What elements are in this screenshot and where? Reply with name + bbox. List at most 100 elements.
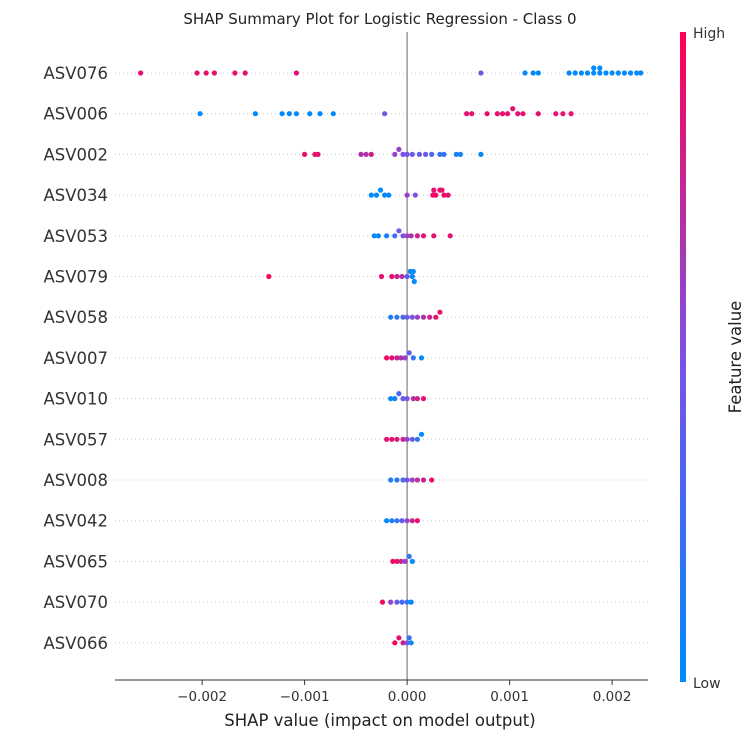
x-tick-label: −0.002 (177, 689, 227, 705)
shap-point (396, 635, 402, 641)
feature-label: ASV008 (43, 471, 108, 490)
shap-point (389, 518, 395, 524)
shap-point (578, 70, 585, 76)
shap-point (408, 599, 414, 605)
shap-point (431, 233, 437, 239)
shap-point (414, 314, 420, 320)
shap-point (399, 273, 405, 280)
shap-point (396, 391, 402, 397)
shap-point (279, 111, 285, 117)
x-tick-label: −0.001 (280, 689, 330, 705)
shap-point (400, 396, 406, 402)
shap-point (433, 314, 439, 320)
colorbar: High Low Feature value (680, 26, 745, 692)
shap-point (389, 436, 395, 442)
shap-point (382, 192, 388, 198)
shap-point (520, 111, 526, 117)
shap-point (388, 599, 394, 605)
shap-points (138, 65, 644, 646)
shap-point (394, 355, 400, 361)
shap-point (368, 151, 374, 157)
shap-point (408, 640, 414, 646)
shap-point (203, 70, 209, 76)
shap-point (266, 273, 272, 280)
shap-point (530, 70, 536, 76)
shap-point (330, 111, 336, 117)
shap-point (377, 187, 384, 193)
shap-point (388, 396, 394, 402)
shap-point (591, 70, 597, 76)
shap-point (394, 436, 400, 442)
shap-point (211, 70, 217, 76)
shap-point (414, 518, 420, 524)
shap-point (409, 558, 415, 565)
shap-point (409, 518, 415, 524)
shap-point (410, 396, 416, 402)
shap-point (566, 70, 572, 76)
shap-point (302, 151, 308, 157)
shap-point (371, 233, 377, 239)
colorbar-high-label: High (693, 26, 725, 42)
shap-point (404, 396, 410, 402)
shap-point (553, 111, 559, 117)
feature-label: ASV010 (43, 390, 108, 409)
shap-point (406, 350, 412, 356)
shap-point (197, 111, 203, 117)
shap-point (378, 273, 385, 280)
feature-label: ASV007 (43, 349, 108, 368)
shap-point (394, 273, 400, 280)
shap-point (469, 111, 475, 117)
feature-label: ASV006 (43, 105, 108, 124)
shap-point (242, 70, 248, 76)
shap-point (409, 151, 415, 157)
shap-point (414, 436, 420, 442)
shap-point (453, 151, 459, 157)
shap-point (392, 233, 398, 239)
shap-point (457, 151, 463, 157)
shap-point (400, 233, 406, 239)
shap-point (411, 278, 417, 285)
shap-point (429, 477, 435, 483)
shap-point (317, 111, 323, 117)
feature-label: ASV034 (43, 186, 108, 205)
shap-point (363, 151, 369, 157)
shap-point (441, 192, 447, 198)
shap-point (510, 106, 516, 112)
shap-point (433, 192, 439, 198)
feature-rows: ASV076 ASV006 ASV002 ASV034 ASV053 ASV079 ASV0… (43, 64, 648, 653)
shap-point (394, 518, 400, 524)
feature-label: ASV079 (43, 268, 108, 287)
shap-point (368, 192, 374, 198)
shap-point (394, 558, 400, 565)
shap-point (286, 111, 292, 117)
chart-title: SHAP Summary Plot for Logistic Regressio… (183, 10, 576, 28)
shap-point (445, 192, 451, 198)
shap-point (638, 70, 644, 76)
shap-point (535, 111, 541, 117)
shap-point (389, 355, 395, 361)
shap-point (399, 599, 405, 605)
shap-point (394, 599, 400, 605)
shap-point (384, 518, 390, 524)
shap-point (396, 228, 402, 234)
shap-point (621, 70, 628, 76)
shap-point (447, 233, 453, 239)
x-tick-label: 0.000 (388, 689, 427, 705)
shap-point (399, 518, 405, 524)
shap-point (404, 599, 410, 605)
shap-point (402, 355, 408, 361)
shap-point (398, 355, 404, 361)
shap-point (396, 146, 402, 152)
shap-point (409, 273, 415, 280)
shap-point (384, 355, 390, 361)
shap-point (388, 477, 394, 483)
feature-label: ASV070 (43, 593, 108, 612)
shap-point (398, 558, 404, 565)
shap-point (404, 640, 410, 646)
feature-label: ASV053 (43, 227, 108, 246)
shap-point (394, 314, 400, 320)
shap-point (384, 436, 390, 442)
shap-point (388, 314, 394, 320)
shap-point (535, 70, 541, 76)
shap-point (402, 558, 408, 565)
